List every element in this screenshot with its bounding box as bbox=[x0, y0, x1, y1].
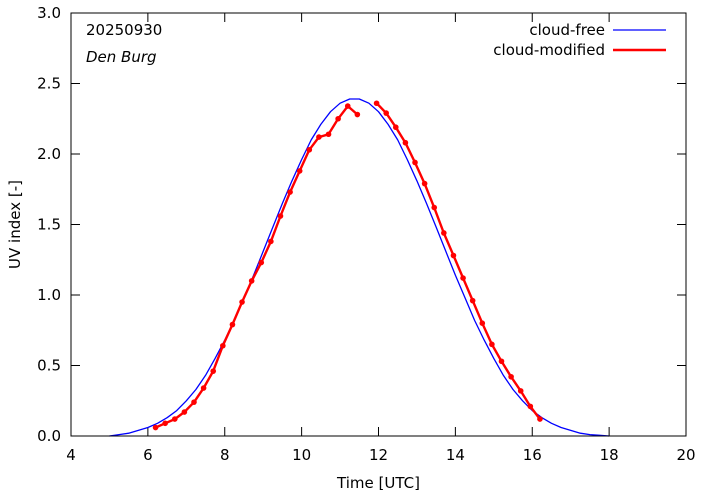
y-tick-label: 0.0 bbox=[37, 427, 61, 445]
data-point bbox=[441, 230, 447, 236]
data-point bbox=[392, 124, 399, 131]
data-point bbox=[335, 115, 341, 122]
x-tick-label: 16 bbox=[523, 446, 542, 464]
data-point bbox=[498, 358, 505, 365]
data-point bbox=[344, 103, 351, 109]
legend-label-cloud-modified: cloud-modified bbox=[493, 41, 605, 59]
y-axis-label: UV index [-] bbox=[6, 180, 24, 269]
data-point bbox=[431, 204, 438, 211]
y-tick-label: 1.5 bbox=[37, 216, 61, 234]
data-point bbox=[162, 420, 168, 427]
data-point bbox=[268, 238, 274, 245]
data-point bbox=[296, 168, 303, 174]
x-tick-label: 10 bbox=[292, 446, 311, 464]
data-point bbox=[220, 342, 226, 349]
y-tick-label: 2.0 bbox=[37, 145, 61, 163]
y-tick-label: 3.0 bbox=[37, 4, 61, 22]
data-point bbox=[191, 399, 197, 405]
x-axis-label: Time [UTC] bbox=[336, 474, 420, 492]
ticks-layer bbox=[70, 12, 687, 437]
x-tick-label: 14 bbox=[446, 446, 465, 464]
data-point bbox=[373, 100, 380, 107]
x-tick-label: 18 bbox=[600, 446, 619, 464]
x-tick-label: 8 bbox=[220, 446, 230, 464]
data-point bbox=[325, 131, 332, 138]
y-tick-label: 0.5 bbox=[37, 357, 61, 375]
legend-label-cloud-free: cloud-free bbox=[529, 21, 605, 39]
data-point bbox=[354, 111, 361, 118]
data-point bbox=[383, 110, 389, 116]
data-point bbox=[200, 385, 207, 391]
y-tick-label: 2.5 bbox=[37, 75, 61, 93]
data-point bbox=[287, 189, 293, 195]
data-point bbox=[152, 424, 159, 431]
data-point bbox=[412, 159, 418, 166]
data-point bbox=[306, 146, 313, 153]
data-point bbox=[479, 320, 486, 327]
data-point bbox=[277, 213, 284, 219]
data-point bbox=[489, 341, 495, 348]
station-annotation: Den Burg bbox=[86, 48, 157, 66]
x-tick-label: 4 bbox=[66, 446, 76, 464]
legend: cloud-free cloud-modified bbox=[493, 21, 666, 59]
data-point bbox=[229, 321, 236, 328]
data-point bbox=[402, 139, 409, 146]
data-point bbox=[258, 259, 265, 266]
series-line-cloud-modified bbox=[375, 102, 541, 420]
data-point bbox=[460, 275, 466, 281]
date-annotation: 20250930 bbox=[86, 21, 162, 39]
series-line-cloud-free bbox=[109, 98, 610, 437]
data-point bbox=[527, 403, 534, 410]
data-point bbox=[421, 180, 428, 187]
data-point bbox=[239, 299, 245, 305]
data-point bbox=[248, 278, 255, 284]
data-point bbox=[450, 252, 457, 259]
data-point bbox=[508, 373, 514, 380]
data-point bbox=[469, 297, 476, 304]
series-line-cloud-modified bbox=[155, 104, 359, 429]
data-point bbox=[210, 368, 217, 374]
x-tick-label: 12 bbox=[369, 446, 388, 464]
data-point bbox=[537, 416, 543, 422]
plot-frame bbox=[70, 12, 687, 437]
data-point bbox=[517, 388, 524, 394]
x-tick-labels: 4 6 8 10 12 14 16 18 20 bbox=[66, 446, 695, 464]
x-tick-label: 6 bbox=[143, 446, 153, 464]
x-tick-label: 20 bbox=[676, 446, 695, 464]
data-point bbox=[316, 134, 322, 140]
data-point bbox=[171, 416, 178, 422]
data-point bbox=[181, 409, 188, 415]
series-layer bbox=[109, 98, 610, 437]
y-tick-labels: 0.0 0.5 1.0 1.5 2.0 2.5 3.0 bbox=[37, 4, 61, 445]
y-tick-label: 1.0 bbox=[37, 286, 61, 304]
